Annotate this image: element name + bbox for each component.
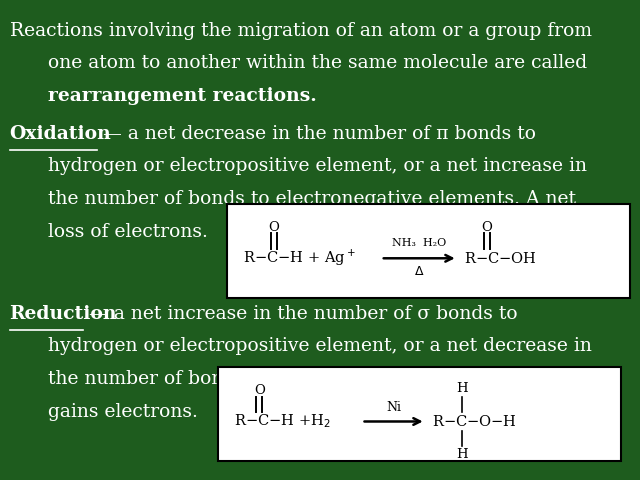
Text: Ni: Ni xyxy=(386,401,401,414)
Text: Reactions involving the migration of an atom or a group from: Reactions involving the migration of an … xyxy=(10,22,591,40)
Text: R$-$C$-$H +H$_2$: R$-$C$-$H +H$_2$ xyxy=(234,413,330,431)
FancyBboxPatch shape xyxy=(218,367,621,461)
Text: O: O xyxy=(482,221,492,234)
Text: NH₃  H₂O: NH₃ H₂O xyxy=(392,238,446,248)
Text: — a net decrease in the number of π bonds to: — a net decrease in the number of π bond… xyxy=(97,125,536,143)
Text: loss of electrons.: loss of electrons. xyxy=(48,223,208,240)
Text: gains electrons.: gains electrons. xyxy=(48,403,198,420)
Text: one atom to another within the same molecule are called: one atom to another within the same mole… xyxy=(48,54,587,72)
Text: — a net increase in the number of σ bonds to: — a net increase in the number of σ bond… xyxy=(83,305,518,323)
Text: Oxidation: Oxidation xyxy=(10,125,111,143)
Text: Δ: Δ xyxy=(415,265,424,278)
Text: R$-$C$-$H + Ag$^+$: R$-$C$-$H + Ag$^+$ xyxy=(243,248,356,268)
Text: hydrogen or electropositive element, or a net increase in: hydrogen or electropositive element, or … xyxy=(48,157,587,176)
Text: Reduction: Reduction xyxy=(10,305,117,323)
Text: the number of bonds to electronegative elements. A net: the number of bonds to electronegative e… xyxy=(48,370,576,388)
FancyBboxPatch shape xyxy=(227,204,630,298)
Text: H: H xyxy=(456,448,468,461)
Text: O: O xyxy=(254,384,264,397)
Text: O: O xyxy=(269,221,279,234)
Text: rearrangement reactions.: rearrangement reactions. xyxy=(48,87,317,105)
Text: the number of bonds to electronegative elements. A net: the number of bonds to electronegative e… xyxy=(48,190,576,208)
Text: hydrogen or electropositive element, or a net decrease in: hydrogen or electropositive element, or … xyxy=(48,337,592,355)
Text: H: H xyxy=(456,383,468,396)
Text: R$-$C$-$O$-$H: R$-$C$-$O$-$H xyxy=(432,414,517,429)
Text: R$-$C$-$OH: R$-$C$-$OH xyxy=(464,251,537,266)
